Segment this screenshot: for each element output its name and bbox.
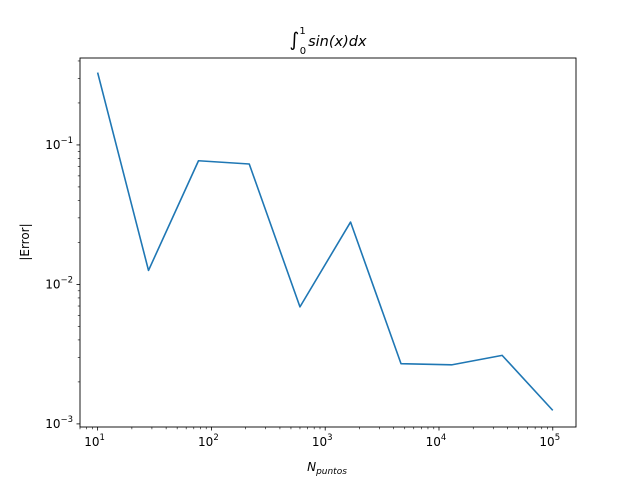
y-tick-label-2: 10−1: [45, 136, 73, 152]
x-tick-label-2: 103: [312, 433, 333, 449]
x-tick-label-1: 102: [198, 433, 219, 449]
title-integrand: sin(x)dx: [308, 34, 367, 50]
chart-title: ∫1 0sin(x)dx: [289, 26, 367, 57]
plot-area: 101 102 103 104 105 10−3 10−2 10−1: [45, 57, 577, 449]
title-upper-limit: 1: [299, 26, 305, 37]
x-axis-label: Npuntos: [307, 460, 347, 477]
x-tick-label-0: 101: [84, 433, 105, 449]
x-tick-label-3: 104: [426, 433, 447, 449]
x-tick-label-4: 105: [539, 433, 560, 449]
title-lower-limit: 0: [300, 46, 306, 57]
x-axis-label-subscript: puntos: [315, 467, 347, 477]
y-axis-label: |Error|: [18, 223, 32, 260]
title-integral-sign: ∫: [289, 29, 299, 51]
series-line-0: [96, 72, 554, 411]
x-axis-label-base: N: [307, 460, 316, 474]
y-tick-label-1: 10−2: [45, 275, 73, 291]
y-tick-label-0: 10−3: [45, 415, 73, 431]
